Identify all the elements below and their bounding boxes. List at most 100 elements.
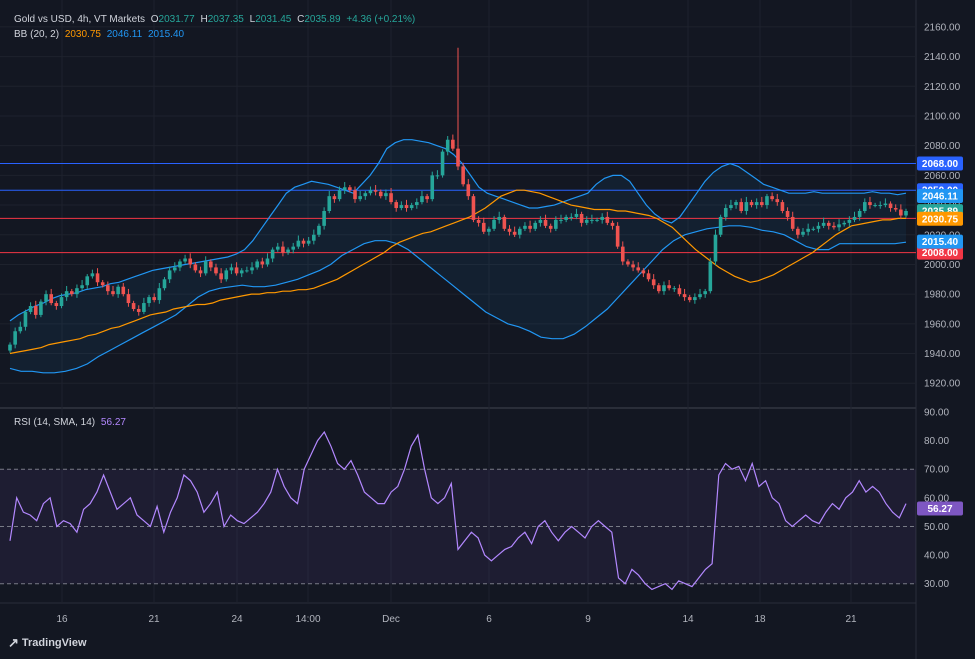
- bb-legend[interactable]: BB (20, 2) 2030.75 2046.11 2015.40: [14, 29, 187, 40]
- candle: [554, 216, 558, 232]
- candle-body: [399, 205, 404, 209]
- candle: [373, 185, 378, 196]
- candle-body: [358, 196, 362, 200]
- candle-body: [826, 222, 831, 226]
- candle-body: [90, 273, 95, 277]
- candle: [888, 201, 893, 212]
- candle-body: [116, 286, 120, 295]
- candle: [121, 283, 126, 297]
- candle: [291, 242, 296, 254]
- candle: [214, 263, 218, 276]
- rsi-legend[interactable]: RSI (14, SMA, 14) 56.27: [14, 417, 129, 428]
- tradingview-logo[interactable]: ↗ TradingView: [8, 635, 87, 651]
- candle-body: [229, 267, 234, 271]
- candle-body: [193, 264, 198, 271]
- candle: [863, 198, 867, 214]
- candle: [409, 202, 414, 211]
- candle-body: [584, 219, 589, 223]
- candle: [85, 274, 90, 289]
- candle-body: [785, 211, 790, 217]
- candle: [172, 262, 177, 273]
- ohlc-high-value: 2037.35: [207, 14, 244, 25]
- candle: [435, 170, 440, 180]
- candle-body: [80, 285, 84, 289]
- candle: [167, 266, 172, 284]
- candle-body: [605, 216, 610, 223]
- candle: [842, 220, 847, 227]
- rsi-value-tag: 56.27: [917, 501, 963, 516]
- candle: [229, 263, 234, 275]
- time-tick-label: 14:00: [295, 614, 320, 625]
- candle-body: [723, 208, 728, 217]
- ohlc-open-label: O: [150, 14, 159, 25]
- candle-body: [899, 209, 903, 216]
- candle-body: [878, 205, 883, 207]
- candle-body: [631, 264, 635, 268]
- rsi-legend-value: 56.27: [100, 417, 126, 428]
- candle: [713, 229, 718, 266]
- candle-body: [760, 202, 764, 206]
- candle: [157, 283, 162, 304]
- candle-body: [363, 193, 368, 197]
- candle-body: [852, 216, 857, 220]
- candle-body: [729, 205, 733, 209]
- candle-body: [33, 306, 38, 315]
- candle: [378, 189, 383, 199]
- candle-body: [85, 276, 90, 286]
- candle: [461, 162, 465, 187]
- candle-body: [64, 291, 69, 298]
- candle: [23, 309, 28, 331]
- candle-body: [49, 294, 53, 304]
- candle-body: [245, 270, 249, 272]
- time-tick-label: 24: [231, 614, 243, 625]
- bb-lower-value: 2015.40: [147, 29, 185, 40]
- candle: [13, 327, 17, 349]
- candle-body: [600, 216, 604, 220]
- candle-body: [378, 191, 383, 197]
- candle: [100, 280, 105, 288]
- horizontal-levels[interactable]: [0, 162, 916, 254]
- candle: [765, 193, 769, 209]
- candle: [610, 220, 615, 230]
- candle-body: [342, 187, 347, 191]
- time-axis: 16 21 24 14:00 Dec 6 9 14 18 21: [56, 614, 857, 625]
- time-tick-label: Dec: [382, 614, 400, 625]
- candle-body: [348, 187, 352, 191]
- candle: [698, 288, 702, 300]
- candle: [64, 285, 69, 301]
- candle-body: [317, 225, 321, 235]
- bb-lower-line: [9, 225, 907, 374]
- candle: [54, 300, 59, 310]
- candle-body: [620, 246, 625, 262]
- symbol-legend[interactable]: Gold vs USD, 4h, VT Markets O2031.77 H20…: [14, 14, 418, 25]
- rsi-line: [9, 430, 907, 591]
- candle: [209, 259, 213, 272]
- candle-body: [322, 211, 326, 226]
- candle-body: [687, 297, 692, 301]
- candle: [832, 222, 836, 230]
- bb-band-fill: [10, 139, 906, 373]
- candle-body: [682, 294, 687, 298]
- candle-body: [178, 261, 182, 268]
- candle: [564, 214, 568, 223]
- candle: [28, 302, 33, 315]
- candle: [852, 211, 857, 223]
- indicator-price-tag-text: 2046.11: [922, 191, 958, 202]
- candle: [729, 199, 733, 211]
- candle: [368, 186, 373, 196]
- price-tick-label: 2120.00: [924, 82, 961, 93]
- candle: [672, 285, 677, 292]
- candle-body: [44, 294, 48, 302]
- candle: [780, 199, 785, 214]
- candle-body: [615, 225, 620, 247]
- candle: [904, 208, 908, 218]
- ohlc-high-label: H: [200, 14, 208, 25]
- candle-body: [296, 240, 301, 247]
- candle: [75, 284, 79, 298]
- candle: [651, 274, 656, 289]
- candle: [723, 204, 728, 221]
- candle: [90, 269, 95, 279]
- candle: [59, 293, 64, 309]
- candle: [821, 217, 826, 229]
